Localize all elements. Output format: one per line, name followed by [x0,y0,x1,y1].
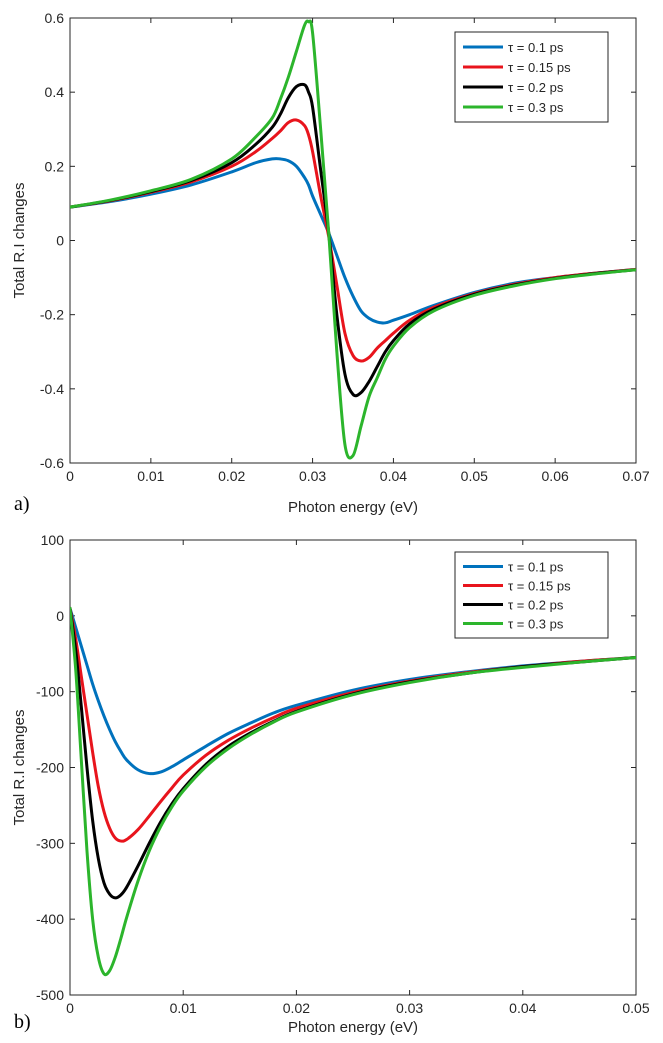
y-axis-label: Total R.I changes [11,710,28,826]
y-tick-label: 0.4 [45,84,65,100]
legend-label: τ = 0.2 ps [508,598,564,613]
x-axis-label: Photon energy (eV) [288,1019,418,1036]
legend-label: τ = 0.1 ps [508,40,564,55]
y-tick-label: 0.2 [45,158,65,174]
x-tick-label: 0.07 [622,468,649,484]
y-tick-label: 0 [56,233,64,249]
x-axis-label: Photon energy (eV) [288,499,418,516]
series-line-2 [70,82,636,398]
legend-label: τ = 0.2 ps [508,80,564,95]
x-tick-label: 0.05 [622,1000,649,1016]
x-tick-label: 0.04 [509,1000,536,1016]
series-line-0 [70,157,636,325]
x-tick-label: 0.05 [461,468,488,484]
x-tick-label: 0 [66,1000,74,1016]
panel-label: a) [14,493,30,515]
legend: τ = 0.1 ps τ = 0.15 ps τ = 0.2 ps τ = 0.3 p… [454,31,609,123]
legend-label: τ = 0.3 ps [508,100,564,115]
legend-label: τ = 0.15 ps [508,579,571,594]
x-tick-label: 0.02 [218,468,245,484]
chart-panel-b: 0 0.01 0.02 0.03 0.04 0.05 -500 -400 -300 -200 -10… [11,532,650,1036]
series-line-0 [70,606,636,776]
y-tick-label: 0 [56,608,64,624]
panel-label: b) [14,1011,31,1033]
x-tick-label: 0.01 [137,468,164,484]
y-axis-label: Total R.I changes [11,183,28,299]
x-tick-label: 0 [66,468,74,484]
y-tick-label: -500 [36,987,64,1003]
x-tick-label: 0.03 [299,468,326,484]
series-line-3 [70,19,636,460]
y-tick-label: -400 [36,911,64,927]
y-tick-label: -0.2 [40,307,64,323]
y-tick-label: -0.6 [40,455,64,471]
x-tick-label: 0.06 [542,468,569,484]
series-line-1 [70,606,636,843]
x-tick-label: 0.01 [170,1000,197,1016]
legend: τ = 0.1 ps τ = 0.15 ps τ = 0.2 ps τ = 0.3 p… [454,551,609,639]
series-line-3 [70,606,636,977]
y-tick-label: -0.4 [40,381,64,397]
legend-label: τ = 0.1 ps [508,560,564,575]
x-tick-label: 0.03 [396,1000,423,1016]
x-tick-label: 0.04 [380,468,407,484]
y-tick-label: -100 [36,684,64,700]
chart-panel-a: 0 0.01 0.02 0.03 0.04 0.05 0.06 0.07 -0.6 -0.4 -0.… [11,10,650,516]
y-tick-label: 100 [41,532,65,548]
legend-label: τ = 0.3 ps [508,617,564,632]
y-tick-label: 0.6 [45,10,65,26]
y-tick-label: -200 [36,760,64,776]
x-tick-label: 0.02 [283,1000,310,1016]
series-line-2 [70,606,636,900]
legend-label: τ = 0.15 ps [508,60,571,75]
series-line-1 [70,118,636,363]
y-tick-label: -300 [36,835,64,851]
